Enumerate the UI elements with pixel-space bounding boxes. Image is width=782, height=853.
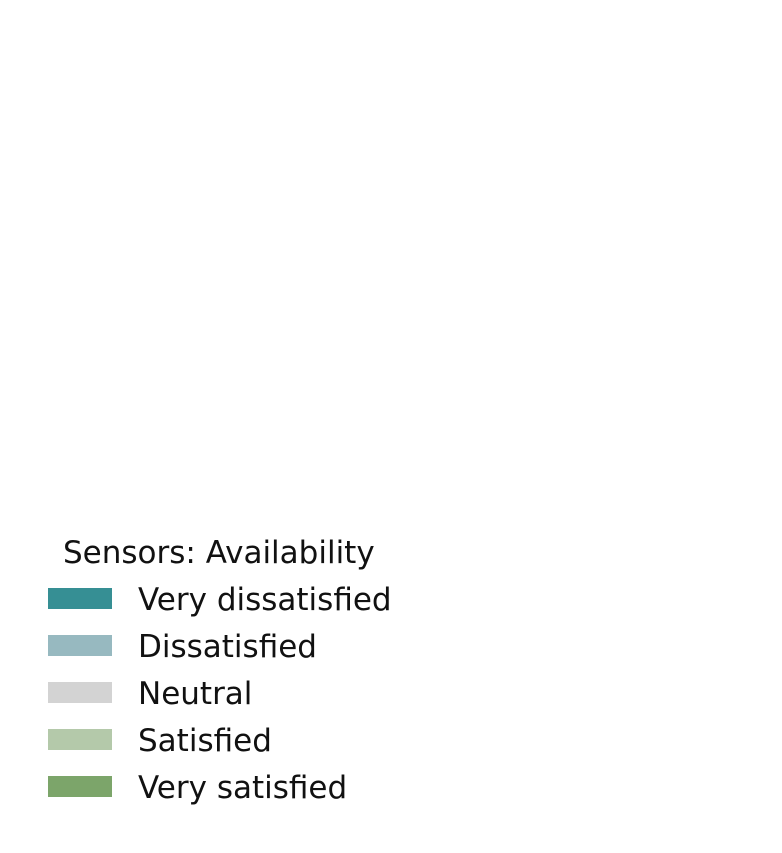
legend-item-neutral: Neutral bbox=[48, 674, 468, 721]
legend-swatch-satisfied bbox=[48, 729, 112, 750]
legend-list: Very dissatisfied Dissatisfied Neutral S… bbox=[48, 580, 468, 815]
legend-title: Sensors: Availability bbox=[63, 535, 375, 571]
legend-label-satisfied: Satisfied bbox=[138, 723, 272, 759]
legend-label-very-dissatisfied: Very dissatisfied bbox=[138, 582, 392, 618]
legend-swatch-dissatisfied bbox=[48, 635, 112, 656]
legend-item-satisfied: Satisfied bbox=[48, 721, 468, 768]
legend-swatch-very-satisfied bbox=[48, 776, 112, 797]
legend-label-dissatisfied: Dissatisfied bbox=[138, 629, 317, 665]
legend-item-very-dissatisfied: Very dissatisfied bbox=[48, 580, 468, 627]
legend-label-very-satisfied: Very satisfied bbox=[138, 770, 348, 806]
legend-label-neutral: Neutral bbox=[138, 676, 253, 712]
legend-item-dissatisfied: Dissatisfied bbox=[48, 627, 468, 674]
legend-swatch-very-dissatisfied bbox=[48, 588, 112, 609]
legend: Sensors: Availability Very dissatisfied … bbox=[48, 533, 468, 823]
legend-swatch-neutral bbox=[48, 682, 112, 703]
legend-item-very-satisfied: Very satisfied bbox=[48, 768, 468, 815]
